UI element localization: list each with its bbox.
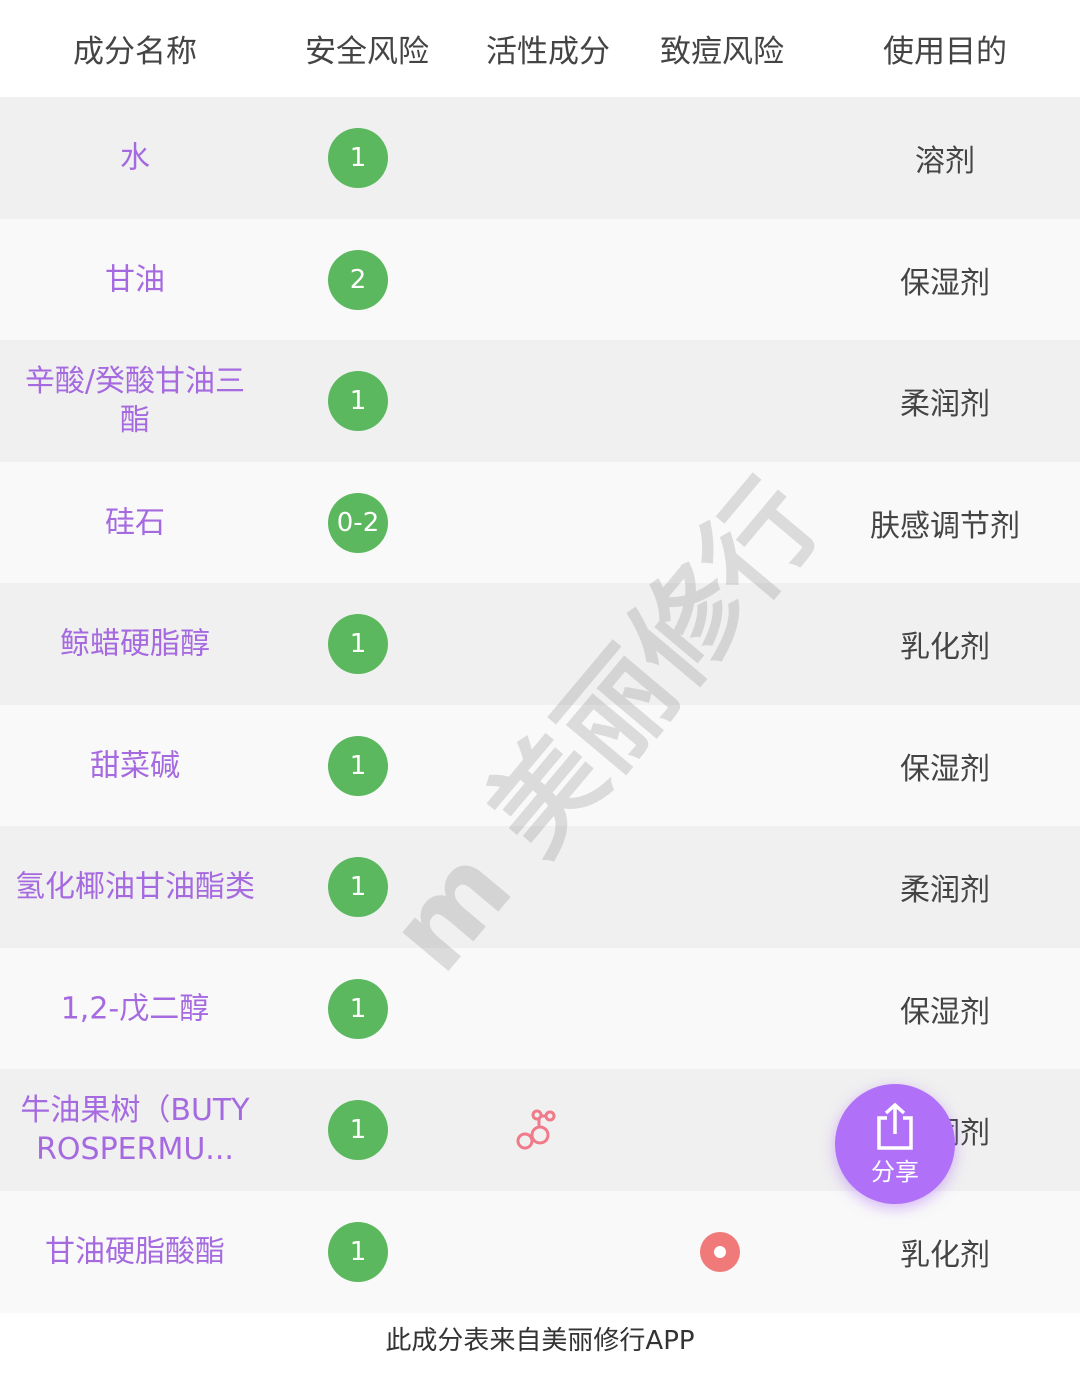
table-row[interactable]: 甘油硬脂酸酯 1 乳化剂 <box>0 1190 1080 1313</box>
ingredient-name[interactable]: 甘油 <box>105 262 165 297</box>
ingredient-name[interactable]: 辛酸/癸酸甘油三酯 <box>24 364 246 438</box>
purpose-text: 保湿剂 <box>900 751 990 787</box>
table-row[interactable]: 辛酸/癸酸甘油三酯 1 柔润剂 <box>0 340 1080 462</box>
purpose-text: 保湿剂 <box>900 994 990 1030</box>
safety-badge: 0-2 <box>328 492 388 553</box>
ingredient-name[interactable]: 甜菜碱 <box>90 748 180 783</box>
safety-badge: 1 <box>328 128 388 188</box>
table-row[interactable]: 水 1 溶剂 <box>0 97 1080 219</box>
table-row[interactable]: 甘油 2 保湿剂 <box>0 218 1080 341</box>
header-acne: 致痘风险 <box>660 34 784 70</box>
share-button[interactable]: 分享 <box>835 1084 955 1204</box>
safety-badge: 1 <box>328 978 388 1039</box>
purpose-text: 柔润剂 <box>900 387 990 422</box>
header-purpose: 使用目的 <box>883 34 1007 70</box>
ingredient-name[interactable]: 硅石 <box>105 505 165 540</box>
purpose-text: 乳化剂 <box>900 1237 990 1273</box>
footer-source: 此成分表来自美丽修行APP <box>385 1326 695 1356</box>
share-icon <box>877 1102 913 1150</box>
safety-badge: 1 <box>328 1100 388 1160</box>
share-label: 分享 <box>871 1157 919 1186</box>
table-row[interactable]: 甜菜碱 1 保湿剂 <box>0 704 1080 827</box>
purpose-text: 肤感调节剂 <box>870 508 1020 544</box>
purpose-text: 保湿剂 <box>900 265 990 301</box>
ingredient-name[interactable]: 鲸蜡硬脂醇 <box>60 626 210 662</box>
table-row[interactable]: 硅石 0-2 肤感调节剂 <box>0 461 1080 584</box>
safety-badge: 1 <box>328 1221 388 1282</box>
table-row[interactable]: 鲸蜡硬脂醇 1 乳化剂 <box>0 583 1080 705</box>
safety-badge: 1 <box>328 857 388 917</box>
table-row[interactable]: 1,2-戊二醇 1 保湿剂 <box>0 947 1080 1070</box>
ingredient-name[interactable]: 水 <box>120 140 150 176</box>
table-row[interactable]: 氢化椰油甘油酯类 1 柔润剂 <box>0 826 1080 948</box>
acne-risk-icon <box>700 1231 740 1272</box>
purpose-text: 溶剂 <box>915 144 975 179</box>
ingredient-name[interactable]: 甘油硬脂酸酯 <box>45 1234 225 1269</box>
purpose-text: 乳化剂 <box>900 630 990 665</box>
header-active: 活性成分 <box>486 34 610 70</box>
safety-badge: 2 <box>328 249 388 310</box>
table-header: 成分名称 安全风险 活性成分 致痘风险 使用目的 <box>0 0 1080 97</box>
ingredient-name[interactable]: 牛油果树（BUTYROSPERMU... <box>20 1093 250 1167</box>
header-safety: 安全风险 <box>305 34 429 70</box>
safety-badge: 1 <box>328 735 388 796</box>
ingredient-name[interactable]: 氢化椰油甘油酯类 <box>15 869 255 905</box>
safety-badge: 1 <box>328 614 388 674</box>
purpose-text: 柔润剂 <box>900 873 990 908</box>
safety-badge: 1 <box>328 371 388 431</box>
header-name: 成分名称 <box>73 34 197 70</box>
ingredient-name[interactable]: 1,2-戊二醇 <box>60 991 210 1026</box>
active-ingredient-icon <box>516 1109 556 1150</box>
